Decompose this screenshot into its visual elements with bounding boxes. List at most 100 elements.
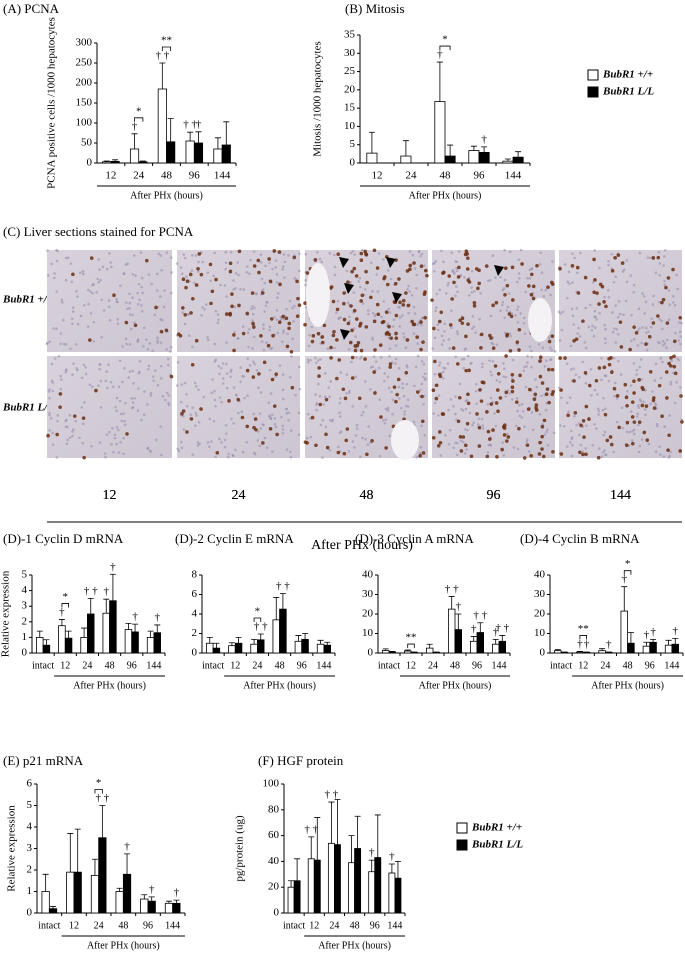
nucleus [119, 284, 122, 288]
nucleus [462, 366, 466, 370]
stained-nucleus [355, 317, 359, 321]
nucleus [558, 339, 562, 342]
stained-nucleus [573, 410, 578, 415]
significance-mark: † [622, 573, 628, 585]
nucleus [593, 309, 597, 313]
stained-nucleus [641, 387, 645, 392]
x-tick-label: 144 [316, 660, 331, 671]
nucleus [398, 316, 402, 319]
bar [110, 160, 120, 164]
nucleus [464, 428, 467, 431]
nucleus [51, 443, 55, 446]
error-bar [206, 637, 213, 644]
nucleus [64, 279, 68, 282]
stained-nucleus [666, 276, 671, 280]
stained-nucleus [336, 252, 341, 257]
nucleus [351, 440, 355, 443]
nucleus [433, 336, 437, 340]
nucleus [578, 335, 582, 338]
stained-nucleus [484, 264, 489, 268]
nucleus [578, 375, 581, 379]
stained-nucleus [505, 334, 509, 338]
significance-mark: † [132, 120, 138, 132]
stained-nucleus [332, 329, 336, 334]
nucleus [213, 342, 217, 346]
nucleus [193, 381, 197, 385]
nucleus [80, 376, 84, 380]
nucleus [273, 315, 276, 319]
nucleus [472, 421, 475, 424]
nucleus [319, 423, 323, 427]
y-tick-label: 6 [27, 778, 33, 790]
nucleus [401, 386, 405, 390]
stained-nucleus [232, 348, 236, 353]
stained-nucleus [496, 409, 500, 414]
nucleus [569, 368, 573, 371]
nucleus [259, 427, 263, 430]
stained-nucleus [335, 376, 339, 381]
nucleus [451, 270, 454, 273]
nucleus [526, 276, 529, 280]
stained-nucleus [465, 267, 470, 271]
nucleus [661, 339, 665, 343]
nucleus [651, 390, 654, 393]
nucleus [380, 315, 383, 319]
nucleus [563, 263, 567, 266]
nucleus [516, 305, 520, 309]
nucleus [169, 291, 173, 295]
y-tick-label: 0 [87, 157, 93, 169]
nucleus [306, 358, 310, 362]
nucleus [443, 330, 446, 333]
nucleus [418, 451, 422, 455]
nucleus [637, 406, 641, 409]
nucleus [408, 290, 412, 293]
stained-nucleus [498, 396, 503, 400]
nucleus [86, 325, 90, 329]
stained-nucleus [625, 403, 629, 408]
nucleus [516, 321, 520, 324]
error-bar [650, 638, 657, 643]
panel-title: (C) Liver sections stained for PCNA [3, 224, 194, 239]
bar [140, 898, 149, 914]
nucleus [401, 382, 404, 386]
nucleus [261, 288, 265, 291]
nucleus [333, 346, 336, 350]
nucleus [107, 299, 111, 302]
nucleus [136, 409, 140, 412]
stained-nucleus [572, 338, 576, 343]
stained-nucleus [456, 419, 461, 424]
nucleus [642, 400, 645, 404]
stained-nucleus [608, 435, 613, 439]
stained-nucleus [477, 281, 481, 286]
nucleus [638, 365, 642, 369]
significance-mark: † [132, 611, 138, 623]
nucleus [538, 412, 542, 416]
column-label: 12 [103, 488, 117, 503]
nucleus [618, 312, 622, 316]
nucleus [193, 281, 196, 285]
y-tick-label: 0 [27, 907, 33, 919]
nucleus [297, 269, 301, 273]
nucleus [594, 315, 597, 319]
stained-nucleus [624, 443, 629, 448]
nucleus [262, 323, 265, 327]
nucleus [569, 429, 573, 433]
nucleus [351, 249, 355, 253]
nucleus [372, 355, 376, 358]
error-bar [470, 145, 477, 151]
stained-nucleus [535, 264, 539, 268]
nucleus [454, 260, 457, 263]
error-bar [448, 596, 455, 610]
stained-nucleus [154, 305, 158, 310]
nucleus [113, 433, 117, 437]
nucleus [640, 377, 643, 381]
nucleus [443, 367, 447, 370]
nucleus [638, 327, 641, 331]
nucleus [181, 311, 184, 314]
error-bar [43, 639, 50, 646]
y-tick-label: 200 [76, 77, 93, 89]
error-bar [308, 836, 315, 859]
nucleus [366, 309, 370, 312]
stained-nucleus [303, 440, 308, 444]
nucleus [415, 273, 419, 277]
